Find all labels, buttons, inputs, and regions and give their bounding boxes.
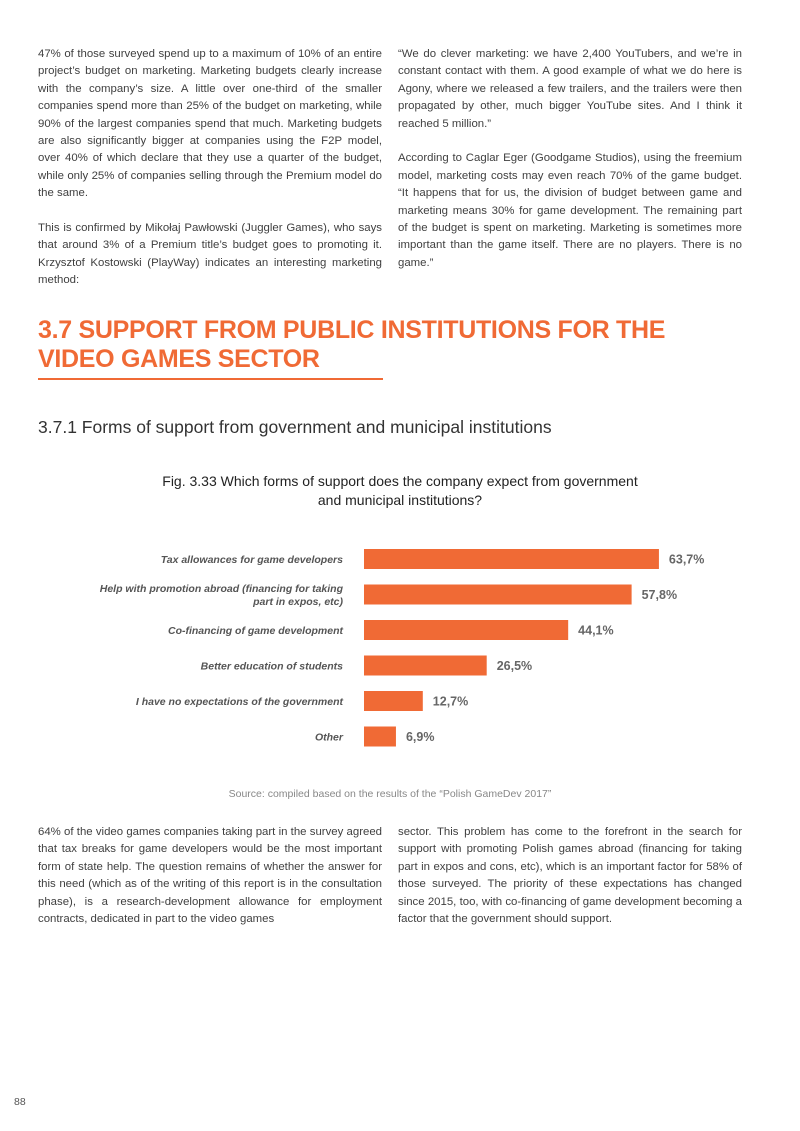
body-paragraph: sector. This problem has come to the for… bbox=[398, 826, 742, 926]
chart-category-label: Help with promotion abroad (financing fo… bbox=[100, 583, 344, 595]
chart-bar bbox=[364, 655, 487, 676]
section-heading-underline bbox=[38, 378, 383, 380]
chart-bar bbox=[364, 726, 396, 747]
chart-bar bbox=[364, 691, 423, 711]
chart-category-label: I have no expectations of the government bbox=[136, 696, 344, 708]
chart-value-label: 26,5% bbox=[497, 659, 532, 673]
chart-category-label: Tax allowances for game developers bbox=[161, 554, 343, 566]
quote-paragraph: “We do clever marketing: we have 2,400 Y… bbox=[398, 48, 742, 130]
chart-value-label: 63,7% bbox=[669, 553, 704, 567]
section-heading: 3.7 SUPPORT FROM PUBLIC INSTITUTIONS FOR… bbox=[38, 316, 666, 373]
chart-bar bbox=[364, 584, 632, 605]
sub-heading: 3.7.1 Forms of support from government a… bbox=[38, 417, 552, 437]
body-paragraph: This is confirmed by Mikołaj Pawłowski (… bbox=[38, 222, 382, 287]
top-left-column: 47% of those surveyed spend up to a maxi… bbox=[38, 46, 382, 290]
bottom-right-column: sector. This problem has come to the for… bbox=[398, 824, 742, 928]
chart-bar bbox=[364, 549, 659, 569]
body-paragraph: 47% of those surveyed spend up to a maxi… bbox=[38, 48, 382, 200]
chart-category-label: Better education of students bbox=[201, 661, 344, 673]
chart-value-label: 12,7% bbox=[433, 695, 468, 709]
page-number: 88 bbox=[14, 1096, 26, 1108]
body-paragraph: According to Caglar Eger (Goodgame Studi… bbox=[398, 152, 742, 269]
chart-value-label: 44,1% bbox=[578, 624, 613, 638]
bottom-left-column: 64% of the video games companies taking … bbox=[38, 824, 382, 928]
figure-title: Fig. 3.33 Which forms of support does th… bbox=[162, 473, 638, 508]
chart-category-label: Other bbox=[315, 732, 344, 744]
chart-bar bbox=[364, 620, 569, 640]
chart-value-label: 57,8% bbox=[642, 588, 677, 602]
body-paragraph: 64% of the video games companies taking … bbox=[38, 826, 382, 926]
chart-value-label: 6,9% bbox=[406, 730, 435, 744]
top-right-column: “We do clever marketing: we have 2,400 Y… bbox=[398, 46, 742, 272]
chart-category-label: part in expos, etc) bbox=[252, 596, 343, 608]
chart-category-label: Co-financing of game development bbox=[168, 625, 344, 637]
figure-source: Source: compiled based on the results of… bbox=[228, 788, 552, 800]
support-forms-bar-chart: 63,7% Tax allowances for game developers 5… bbox=[100, 549, 704, 747]
